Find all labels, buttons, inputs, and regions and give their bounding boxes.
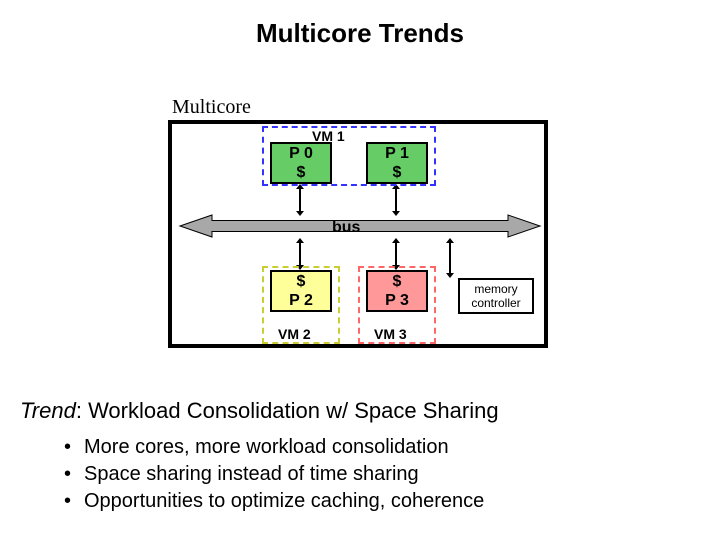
p0-bot: $ [272, 163, 330, 182]
bullet-3: Opportunities to optimize caching, coher… [56, 490, 484, 513]
trend-rest: : Workload Consolidation w/ Space Sharin… [76, 398, 499, 423]
bus-label: bus [332, 219, 360, 237]
proc-p0: P 0 $ [270, 142, 332, 184]
page-title: Multicore Trends [0, 0, 720, 49]
chip-label: Multicore [172, 96, 251, 119]
bullet-1: More cores, more workload consolidation [56, 436, 484, 459]
p0-top: P 0 [272, 144, 330, 163]
mem-l1: memory [460, 282, 532, 296]
proc-p3: $ P 3 [366, 270, 428, 312]
vm2-label: VM 2 [278, 326, 311, 342]
p3-top: $ [368, 272, 426, 291]
vm3-label: VM 3 [374, 326, 407, 342]
trend-prefix: Trend [20, 398, 76, 423]
trend-line: Trend: Workload Consolidation w/ Space S… [20, 398, 499, 424]
bullet-2: Space sharing instead of time sharing [56, 463, 484, 486]
p1-top: P 1 [368, 144, 426, 163]
p1-bot: $ [368, 163, 426, 182]
proc-p2: $ P 2 [270, 270, 332, 312]
p2-bot: P 2 [272, 291, 330, 310]
mem-l2: controller [460, 296, 532, 310]
bullet-list: More cores, more workload consolidation … [56, 436, 484, 517]
memory-controller: memory controller [458, 278, 534, 314]
proc-p1: P 1 $ [366, 142, 428, 184]
p3-bot: P 3 [368, 291, 426, 310]
p2-top: $ [272, 272, 330, 291]
